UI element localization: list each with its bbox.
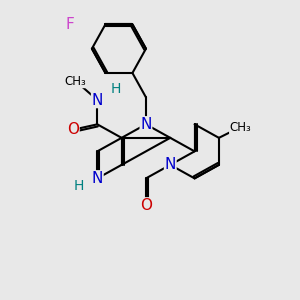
Text: H: H — [73, 179, 84, 194]
Text: CH₃: CH₃ — [230, 121, 251, 134]
Text: H: H — [111, 82, 122, 96]
Text: F: F — [66, 17, 75, 32]
Text: N: N — [92, 171, 103, 186]
Text: CH₃: CH₃ — [65, 75, 87, 88]
Text: O: O — [140, 198, 152, 213]
Text: N: N — [165, 158, 176, 172]
Text: O: O — [67, 122, 79, 137]
Text: N: N — [140, 117, 152, 132]
Text: N: N — [92, 92, 103, 107]
